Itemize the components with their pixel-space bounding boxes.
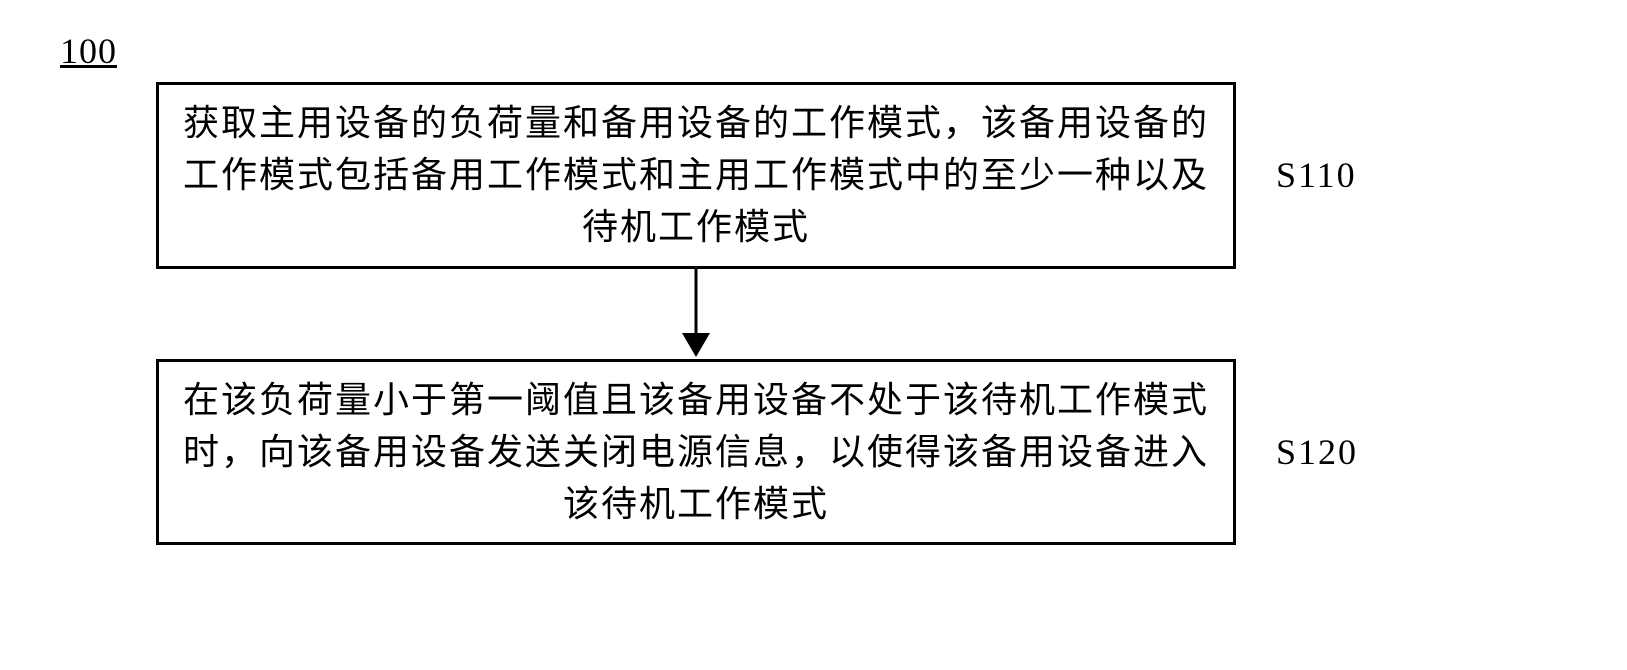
arrow-down-icon [676, 269, 716, 359]
step-row-s120: 在该负荷量小于第一阈值且该备用设备不处于该待机工作模式时，向该备用设备发送关闭电… [60, 359, 1560, 546]
step-label-s110: S110 [1276, 154, 1357, 196]
step-box-s120: 在该负荷量小于第一阈值且该备用设备不处于该待机工作模式时，向该备用设备发送关闭电… [156, 359, 1236, 546]
step-label-s120: S120 [1276, 431, 1358, 473]
step-box-s110: 获取主用设备的负荷量和备用设备的工作模式，该备用设备的工作模式包括备用工作模式和… [156, 82, 1236, 269]
figure-number-label: 100 [60, 30, 1567, 72]
step-row-s110: 获取主用设备的负荷量和备用设备的工作模式，该备用设备的工作模式包括备用工作模式和… [60, 82, 1560, 269]
flowchart-container: 获取主用设备的负荷量和备用设备的工作模式，该备用设备的工作模式包括备用工作模式和… [60, 82, 1560, 545]
arrow-s110-to-s120 [156, 269, 1236, 359]
